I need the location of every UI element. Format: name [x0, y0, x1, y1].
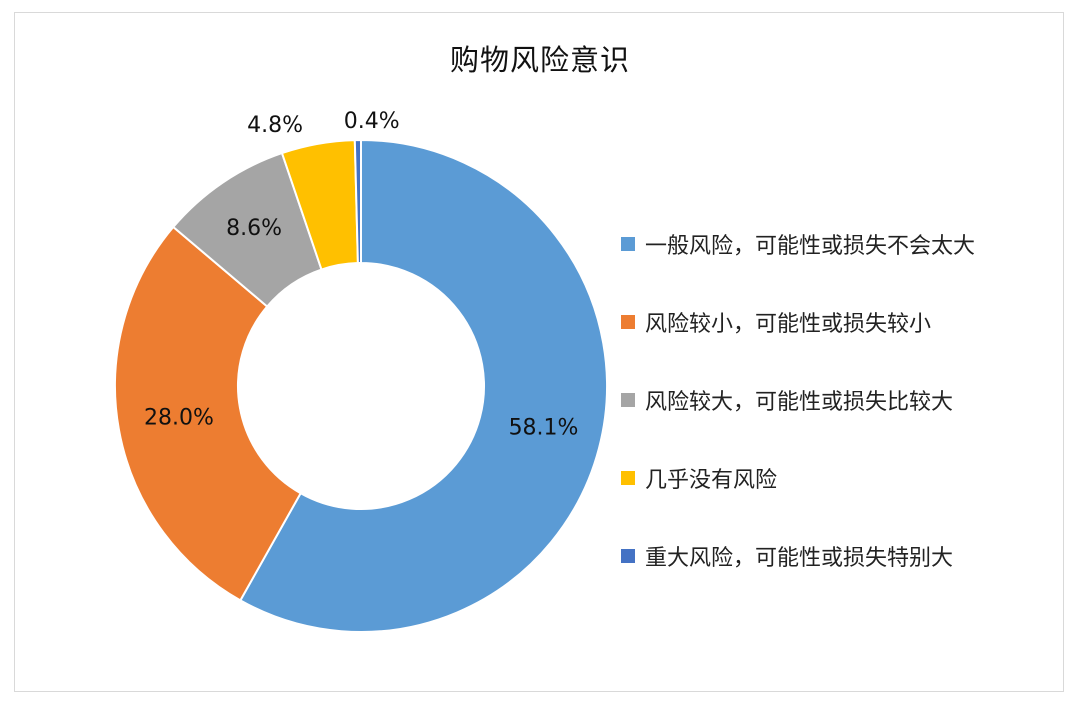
legend-item: 一般风险，可能性或损失不会太大: [621, 218, 1061, 270]
legend-swatch: [621, 471, 635, 485]
data-label: 58.1%: [509, 416, 579, 441]
data-label: 4.8%: [247, 113, 303, 138]
donut-slice: [353, 138, 362, 265]
legend-item: 风险较大，可能性或损失比较大: [621, 374, 1061, 426]
legend-label: 风险较小，可能性或损失较小: [645, 312, 932, 337]
legend-item: 几乎没有风险: [621, 452, 1061, 504]
legend-label: 风险较大，可能性或损失比较大: [645, 390, 954, 415]
legend-swatch: [621, 393, 635, 407]
legend-label: 一般风险，可能性或损失不会太大: [645, 234, 976, 259]
data-label: 28.0%: [144, 406, 214, 431]
chart-title: 购物风险意识: [449, 43, 630, 77]
chart-legend: 一般风险，可能性或损失不会太大 风险较小，可能性或损失较小 风险较大，可能性或损失比…: [621, 218, 1061, 608]
chart-frame: 购物风险意识 58.1% 28.0% 8.6% 4.8% 0.4% 一般风险，可能性或损…: [14, 12, 1064, 692]
legend-swatch: [621, 237, 635, 251]
donut-slice: [238, 138, 608, 633]
legend-item: 重大风险，可能性或损失特别大: [621, 530, 1061, 582]
donut-slice: [114, 225, 303, 602]
legend-item: 风险较小，可能性或损失较小: [621, 296, 1061, 348]
legend-swatch: [621, 549, 635, 563]
legend-label: 重大风险，可能性或损失特别大: [645, 546, 954, 571]
donut-chart: 58.1% 28.0% 8.6% 4.8% 0.4%: [114, 109, 608, 633]
data-label: 0.4%: [344, 109, 400, 134]
legend-label: 几乎没有风险: [645, 468, 778, 493]
data-label: 8.6%: [226, 216, 282, 241]
legend-swatch: [621, 315, 635, 329]
